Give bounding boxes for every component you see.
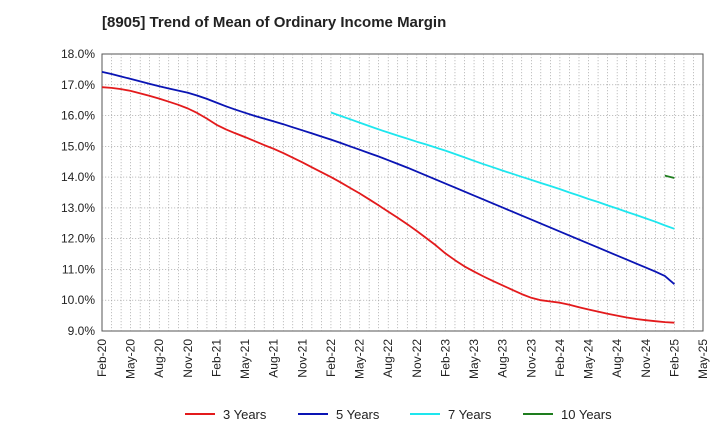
y-tick-label: 9.0% (68, 324, 96, 338)
y-tick-label: 13.0% (61, 201, 95, 215)
x-tick-label: May-22 (353, 339, 367, 379)
x-tick-label: May-23 (467, 339, 481, 379)
x-tick-label: Aug-24 (610, 339, 624, 378)
legend-label: 3 Years (223, 407, 267, 422)
y-tick-label: 11.0% (62, 262, 95, 276)
y-tick-label: 12.0% (61, 232, 95, 246)
x-tick-label: Nov-23 (524, 339, 538, 378)
x-tick-label: Feb-23 (438, 339, 452, 377)
series-line-10-years (664, 174, 675, 179)
series-line-7-years (330, 111, 675, 230)
x-tick-label: Aug-21 (267, 339, 281, 378)
x-tick-label: May-24 (582, 339, 596, 379)
x-tick-label: Feb-24 (553, 339, 567, 377)
y-tick-label: 10.0% (61, 293, 95, 307)
x-tick-label: Feb-25 (667, 339, 681, 377)
y-tick-label: 18.0% (61, 47, 95, 61)
x-tick-label: May-20 (124, 339, 138, 379)
y-tick-label: 15.0% (61, 139, 95, 153)
chart-title: [8905] Trend of Mean of Ordinary Income … (102, 14, 447, 31)
series-layer (101, 71, 675, 324)
x-tick-label: Nov-21 (295, 339, 309, 378)
grid-layer (102, 54, 703, 331)
x-tick-label: Feb-22 (324, 339, 338, 377)
series-line-3-years (101, 86, 675, 324)
legend-label: 10 Years (561, 407, 612, 422)
x-tick-label: May-25 (696, 339, 710, 379)
x-tick-label: Nov-24 (639, 339, 653, 378)
x-tick-label: May-21 (238, 339, 252, 379)
y-tick-label: 17.0% (61, 78, 95, 92)
legend-label: 5 Years (336, 407, 380, 422)
x-tick-label: Aug-20 (152, 339, 166, 378)
axis-layer: 9.0% 10.0% 11.0% 12.0% 13.0% 14.0% 15.0% 16.0% 1… (61, 47, 710, 379)
y-tick-label: 16.0% (61, 109, 95, 123)
legend: 3 Years 5 Years 7 Years 10 Years (185, 407, 612, 422)
plot-area (101, 53, 704, 332)
x-tick-label: Nov-22 (410, 339, 424, 378)
y-tick-label: 14.0% (61, 170, 95, 184)
x-tick-label: Aug-23 (496, 339, 510, 378)
x-tick-label: Feb-20 (95, 339, 109, 377)
x-tick-label: Aug-22 (381, 339, 395, 378)
series-line-5-years (101, 71, 675, 285)
x-tick-label: Nov-20 (181, 339, 195, 378)
legend-label: 7 Years (448, 407, 492, 422)
x-tick-label: Feb-21 (209, 339, 223, 377)
